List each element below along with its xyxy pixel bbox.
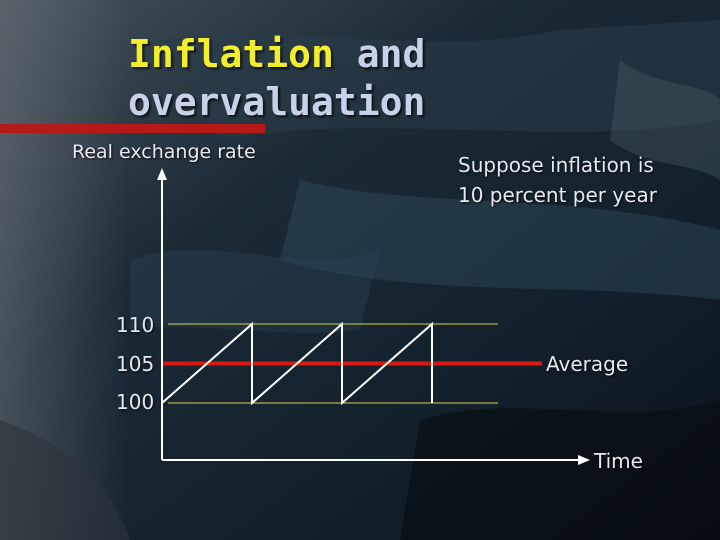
chart-series xyxy=(161,321,433,406)
title-underline-bar xyxy=(0,124,265,133)
inflation-note-line-2: 10 percent per year xyxy=(458,183,657,207)
inflation-note: Suppose inflation is 10 percent per year xyxy=(458,150,657,210)
average-label: Average xyxy=(546,352,629,376)
y-axis-title: Real exchange rate xyxy=(72,141,256,163)
x-axis-title: Time xyxy=(594,449,643,473)
inflation-note-line-1: Suppose inflation is xyxy=(458,153,654,177)
x-axis-arrowhead xyxy=(578,455,590,465)
y-tick-label-100: 100 xyxy=(116,390,155,414)
slide-title-line-1: Inflation and xyxy=(128,32,425,76)
slide-title-line-2: overvaluation xyxy=(128,80,426,124)
y-tick-label-110: 110 xyxy=(116,313,155,337)
chart-guides xyxy=(162,323,542,404)
title-highlight: Inflation xyxy=(128,32,334,76)
y-axis-arrowhead xyxy=(157,168,167,180)
sawtooth-series-line xyxy=(161,321,433,406)
chart-axes xyxy=(157,168,590,465)
title-rest: and xyxy=(333,32,426,76)
y-tick-label-105: 105 xyxy=(116,352,155,376)
